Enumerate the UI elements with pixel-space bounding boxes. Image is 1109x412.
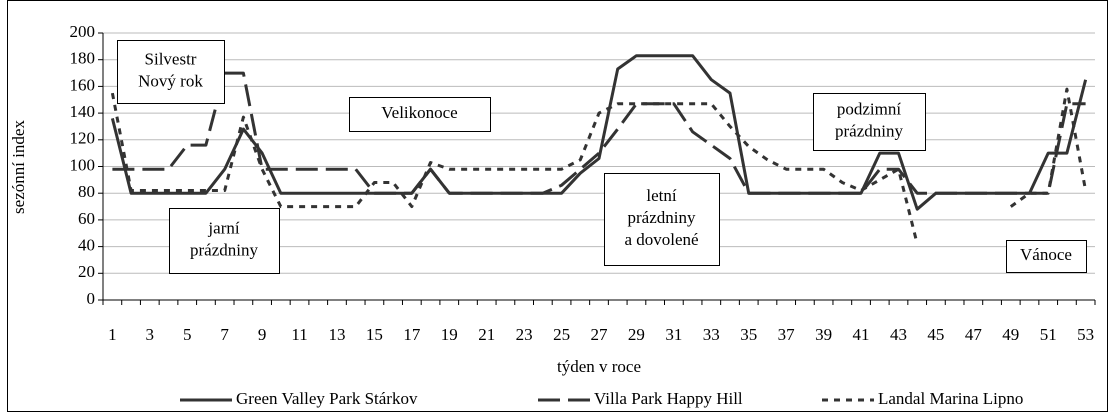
x-tick-label: 21 (478, 325, 495, 344)
y-tick-label: 60 (78, 209, 95, 228)
x-tick-label: 29 (628, 325, 645, 344)
y-tick-label: 200 (70, 22, 96, 41)
x-tick-label: 41 (853, 325, 870, 344)
x-tick-label: 33 (703, 325, 720, 344)
y-tick-label: 140 (70, 102, 96, 121)
y-tick-label: 100 (70, 155, 96, 174)
annotation-text: Vánoce (1020, 245, 1072, 264)
annotation-box (169, 208, 280, 274)
x-tick-label: 3 (146, 325, 155, 344)
legend-label: Landal Marina Lipno (878, 389, 1023, 408)
legend-label: Villa Park Happy Hill (594, 389, 743, 408)
annotation-box (813, 93, 926, 151)
series-line (110, 87, 1088, 245)
series-line (112, 71, 1086, 195)
series-line (110, 54, 1088, 211)
x-tick-label: 5 (183, 325, 192, 344)
annotation-text: a dovolené (624, 230, 698, 249)
x-tick-label: 39 (815, 325, 832, 344)
x-tick-label: 15 (366, 325, 383, 344)
x-tick-label: 19 (441, 325, 458, 344)
annotation-text: Silvestr (145, 49, 197, 68)
annotation-box (349, 97, 491, 132)
x-tick-label: 23 (516, 325, 533, 344)
x-tick-label: 49 (1002, 325, 1019, 344)
annotation-text: prázdniny (190, 240, 258, 259)
x-tick-label: 25 (553, 325, 570, 344)
y-tick-label: 20 (78, 262, 95, 281)
x-tick-label: 13 (328, 325, 345, 344)
annotation-text: letní (646, 186, 676, 205)
y-tick-label: 180 (70, 49, 96, 68)
annotation-text: prázdniny (628, 208, 696, 227)
annotation-box (117, 40, 225, 104)
x-tick-label: 31 (665, 325, 682, 344)
x-tick-label: 1 (108, 325, 117, 344)
annotation-text: Velikonoce (381, 103, 457, 122)
y-axis-title: sezónní index (9, 120, 28, 214)
x-tick-label: 37 (778, 325, 796, 344)
y-tick-label: 80 (78, 182, 95, 201)
annotation-text: prázdniny (835, 121, 903, 140)
x-tick-label: 17 (403, 325, 421, 344)
annotation-text: podzimní (837, 99, 901, 118)
x-tick-label: 45 (927, 325, 944, 344)
x-tick-label: 35 (740, 325, 757, 344)
annotation-text: Nový rok (138, 71, 203, 90)
x-tick-label: 11 (291, 325, 307, 344)
x-tick-label: 51 (1040, 325, 1057, 344)
y-tick-label: 0 (87, 289, 96, 308)
y-tick-label: 160 (70, 75, 96, 94)
legend-label: Green Valley Park Stárkov (236, 389, 418, 408)
x-tick-label: 47 (965, 325, 983, 344)
x-tick-label: 7 (220, 325, 229, 344)
y-tick-label: 120 (70, 129, 96, 148)
x-tick-label: 9 (258, 325, 267, 344)
x-tick-label: 53 (1077, 325, 1094, 344)
y-tick-label: 40 (78, 236, 95, 255)
x-axis-title: týden v roce (557, 357, 641, 376)
x-tick-label: 43 (890, 325, 907, 344)
annotation-box (1006, 240, 1087, 273)
annotation-box (604, 173, 720, 266)
x-tick-label: 27 (591, 325, 609, 344)
annotation-text: jarní (207, 218, 239, 237)
